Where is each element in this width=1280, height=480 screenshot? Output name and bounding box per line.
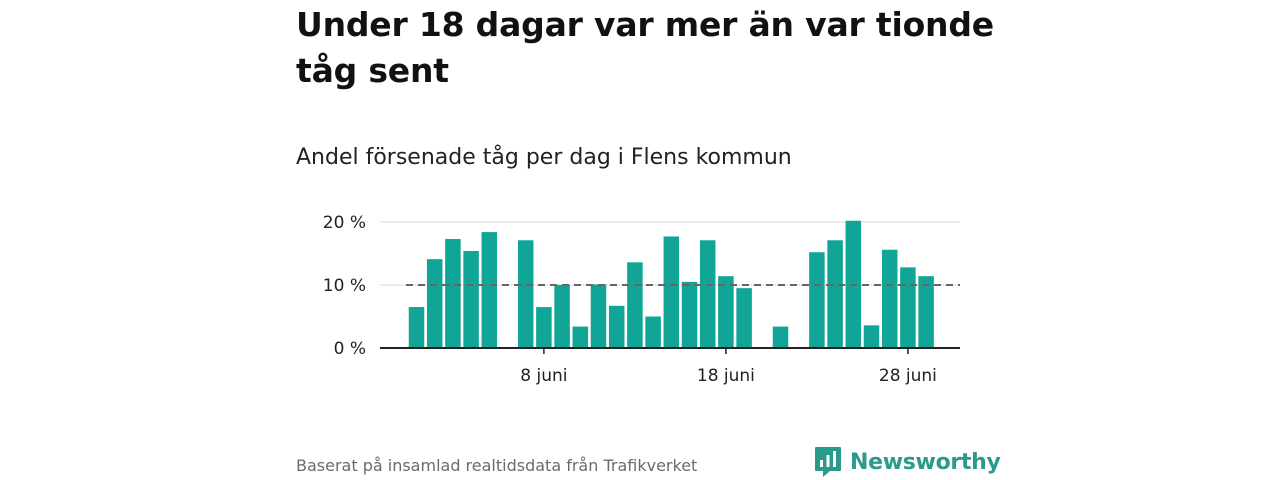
bar xyxy=(881,249,898,348)
x-tick-label: 8 juni xyxy=(520,366,567,386)
bar xyxy=(681,281,698,348)
bar xyxy=(827,240,843,348)
newsworthy-brand[interactable]: Newsworthy xyxy=(814,446,1001,478)
bar xyxy=(463,250,479,348)
bar xyxy=(809,252,825,348)
bar xyxy=(554,285,570,348)
y-tick-label: 20 % xyxy=(323,213,366,233)
bar xyxy=(863,325,880,348)
bar xyxy=(699,240,716,348)
bar xyxy=(663,236,680,348)
bar xyxy=(718,276,734,348)
source-note: Baserat på insamlad realtidsdata från Tr… xyxy=(296,456,698,475)
x-tick-label: 18 juni xyxy=(697,366,755,386)
bar xyxy=(481,232,498,348)
chart-title: Under 18 dagar var mer än var tionde tåg… xyxy=(296,5,994,90)
axes: 0 % 10 % 20 % 8 juni 18 juni 28 juni xyxy=(323,213,960,386)
bar xyxy=(408,307,425,348)
bar xyxy=(426,259,443,348)
brand-name: Newsworthy xyxy=(850,449,1001,475)
bar xyxy=(918,276,934,348)
chart-subtitle: Andel försenade tåg per dag i Flens komm… xyxy=(296,145,792,170)
x-tick-label: 28 juni xyxy=(879,366,937,386)
bar xyxy=(772,326,789,348)
bar xyxy=(445,239,461,348)
bar xyxy=(608,305,625,348)
bar xyxy=(627,262,643,348)
bar xyxy=(590,284,607,348)
bars xyxy=(408,220,934,348)
bar xyxy=(645,316,661,348)
y-tick-label: 0 % xyxy=(334,339,366,359)
bar xyxy=(536,307,552,348)
bar xyxy=(517,240,534,348)
bar xyxy=(736,288,752,348)
newsworthy-logo-icon xyxy=(815,447,841,477)
y-tick-label: 10 % xyxy=(323,276,366,296)
bar xyxy=(572,326,589,348)
bar xyxy=(900,267,916,348)
